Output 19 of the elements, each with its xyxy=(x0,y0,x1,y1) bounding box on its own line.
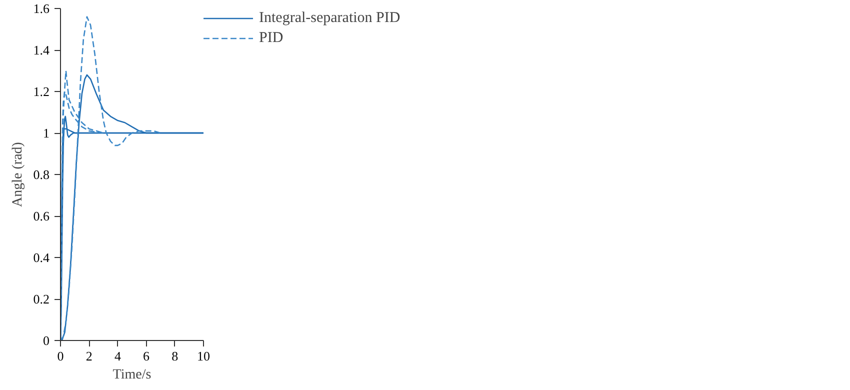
x-tick-label: 0 xyxy=(57,348,64,364)
y-tick-label: 0.4 xyxy=(33,250,50,265)
x-axis-title: Time/s xyxy=(112,368,152,382)
x-tick-label: 10 xyxy=(197,348,210,364)
x-tick-label: 4 xyxy=(114,348,122,364)
y-tick-label: 1.4 xyxy=(33,42,50,58)
y-tick-label: 0 xyxy=(43,333,50,348)
y-tick-label: 1.6 xyxy=(33,1,50,16)
y-tick-label: 0.2 xyxy=(33,292,50,306)
y-axis-title: Angle (rad) xyxy=(10,142,26,207)
x-tick-label: 6 xyxy=(143,348,150,364)
y-tick-label: 1 xyxy=(43,126,50,140)
legend-label: PID xyxy=(259,30,284,46)
x-tick-label: 2 xyxy=(86,348,92,364)
y-tick-label: 0.6 xyxy=(33,208,50,224)
legend-label: Integral-separation PID xyxy=(259,10,400,26)
x-tick-label: 8 xyxy=(172,348,178,364)
y-tick-label: 1.2 xyxy=(33,84,50,99)
y-tick-label: 0.8 xyxy=(33,167,50,182)
